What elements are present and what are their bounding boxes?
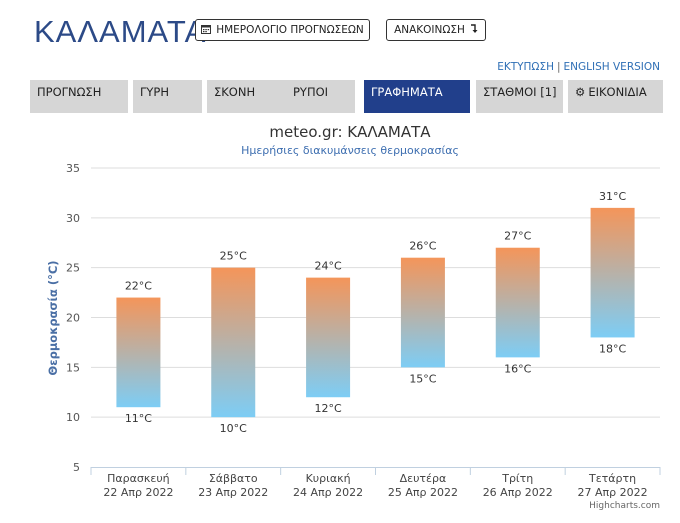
x-tick-date: 23 Απρ 2022 [198, 486, 268, 499]
y-tick-label: 5 [73, 461, 80, 474]
calendar-icon [201, 24, 212, 37]
tab-stations[interactable]: ΣΤΑΘΜΟΙ [1] [476, 80, 563, 113]
low-temp-label: 12°C [314, 402, 341, 415]
chart-subtitle: Ημερήσιες διακυμάνσεις θερμοκρασίας [241, 144, 459, 157]
high-temp-label: 31°C [599, 190, 626, 203]
low-temp-label: 15°C [409, 372, 436, 385]
announcement-button[interactable]: ΑΝΑΚΟΙΝΩΣΗ [386, 19, 486, 41]
temperature-range-bar[interactable] [116, 297, 161, 408]
temperature-range-bar[interactable] [495, 247, 540, 358]
tab-label: ΣΤΑΘΜΟΙ [1] [483, 85, 557, 99]
low-temp-label: 10°C [220, 422, 247, 435]
x-tick-date: 26 Απρ 2022 [483, 486, 553, 499]
temperature-chart: meteo.gr: ΚΑΛΑΜΑΤΑ Ημερήσιες διακυμάνσει… [46, 123, 661, 511]
y-tick-label: 25 [66, 262, 80, 275]
tab-forecast[interactable]: ΠΡΟΓΝΩΣΗ [30, 80, 128, 113]
x-tick-day: Σάββατο [209, 472, 258, 485]
temperature-range-bar[interactable] [211, 267, 256, 418]
tab-pollen[interactable]: ΓΥΡΗ [133, 80, 202, 113]
x-tick-day: Παρασκευή [107, 472, 170, 485]
temperature-range-bar[interactable] [590, 207, 635, 338]
x-tick-day: Τετάρτη [588, 472, 636, 485]
forecast-calendar-button[interactable]: ΗΜΕΡΟΛΟΓΙΟ ΠΡΟΓΝΩΣΕΩΝ [195, 19, 370, 41]
y-tick-label: 15 [66, 361, 80, 374]
x-tick-date: 27 Απρ 2022 [578, 486, 648, 499]
tab-label: ΓΡΑΦΗΜΑΤΑ [371, 85, 443, 99]
tab-label: ΣΚΟΝΗ [214, 85, 256, 99]
gear-icon: ⚙ [575, 85, 586, 99]
arrow-down-icon [470, 23, 478, 37]
credits-link[interactable]: Highcharts.com [589, 501, 660, 511]
tab-widgets[interactable]: ⚙ ΕΙΚΟΝΙΔΙΑ [568, 80, 663, 113]
high-temp-label: 22°C [125, 280, 152, 293]
x-tick-day: Τρίτη [501, 472, 533, 485]
y-tick-label: 10 [66, 411, 80, 424]
low-temp-label: 18°C [599, 342, 626, 355]
y-tick-label: 30 [66, 212, 80, 225]
y-axis-label: Θερμοκρασία (°C) [46, 260, 60, 375]
print-link[interactable]: ΕΚΤΥΠΩΣΗ [497, 61, 554, 73]
tab-charts[interactable]: ΓΡΑΦΗΜΑΤΑ [364, 80, 470, 113]
announcement-label: ΑΝΑΚΟΙΝΩΣΗ [394, 24, 465, 36]
link-separator: | [556, 61, 561, 73]
low-temp-label: 16°C [504, 362, 531, 375]
x-tick-day: Κυριακή [306, 472, 351, 485]
tab-label: ΕΙΚΟΝΙΔΙΑ [588, 85, 647, 99]
high-temp-label: 24°C [314, 260, 341, 273]
tab-label: ΠΡΟΓΝΩΣΗ [37, 85, 102, 99]
high-temp-label: 26°C [409, 240, 436, 253]
page-title: ΚΑΛΑΜΑΤΑ [34, 14, 207, 49]
forecast-calendar-label: ΗΜΕΡΟΛΟΓΙΟ ΠΡΟΓΝΩΣΕΩΝ [216, 24, 364, 36]
top-links: ΕΚΤΥΠΩΣΗ | ENGLISH VERSION [497, 61, 660, 73]
y-tick-label: 35 [66, 162, 80, 175]
tab-label: ΡΥΠΟΙ [293, 85, 329, 99]
chart-title: meteo.gr: ΚΑΛΑΜΑΤΑ [269, 123, 431, 141]
high-temp-label: 25°C [220, 250, 247, 263]
tab-label: ΓΥΡΗ [140, 85, 170, 99]
high-temp-label: 27°C [504, 230, 531, 243]
temperature-range-bar[interactable] [400, 257, 445, 368]
x-tick-day: Δευτέρα [400, 472, 447, 485]
x-tick-date: 22 Απρ 2022 [103, 486, 173, 499]
x-tick-date: 24 Απρ 2022 [293, 486, 363, 499]
low-temp-label: 11°C [125, 412, 152, 425]
temperature-range-bar[interactable] [306, 277, 351, 398]
y-tick-label: 20 [66, 312, 80, 325]
english-version-link[interactable]: ENGLISH VERSION [563, 61, 660, 73]
x-tick-date: 25 Απρ 2022 [388, 486, 458, 499]
tab-pollutants[interactable]: ΡΥΠΟΙ [286, 80, 355, 113]
